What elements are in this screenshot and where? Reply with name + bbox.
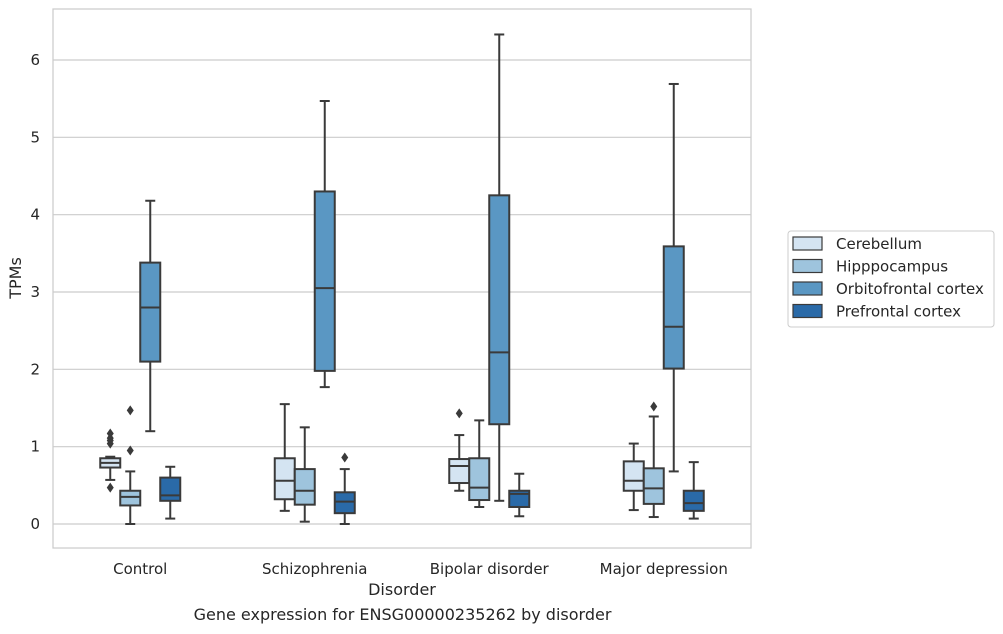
box — [273, 403, 296, 512]
legend-frame — [787, 230, 995, 328]
outlier-point — [106, 428, 114, 439]
box — [159, 465, 182, 520]
x-tick-labels: Control Schizophrenia Bipolar disorder Majo… — [113, 560, 728, 578]
box-group — [448, 33, 531, 518]
x-axis-label: Disorder — [368, 580, 436, 599]
box — [682, 461, 705, 520]
box — [99, 428, 122, 493]
x-tick-label: Schizophrenia — [262, 560, 367, 578]
box-body — [682, 489, 705, 512]
plot-frame — [52, 8, 752, 549]
legend: Cerebellum Hipppocampus Orbitofrontal cort… — [787, 230, 995, 328]
x-tick-label: Control — [113, 560, 167, 578]
box — [468, 419, 491, 508]
box-body — [448, 458, 471, 485]
box-body — [313, 190, 336, 372]
legend-label: Cerebellum — [836, 235, 922, 253]
box-body — [139, 261, 162, 363]
box-body — [119, 489, 142, 507]
box — [622, 442, 645, 512]
y-tick-label: 3 — [30, 283, 40, 301]
box-body — [159, 476, 182, 502]
box-body — [488, 194, 511, 426]
y-tick-label: 1 — [30, 438, 40, 456]
box-group — [273, 99, 356, 525]
outlier-point — [126, 405, 134, 416]
y-axis-label: TPMs — [6, 257, 25, 300]
y-tick-label: 2 — [30, 360, 40, 378]
box — [488, 33, 511, 502]
outlier-point — [126, 445, 134, 456]
box — [642, 401, 665, 519]
legend-swatch — [792, 258, 823, 274]
y-tick-label: 0 — [30, 515, 40, 533]
box-body — [642, 467, 665, 505]
outlier-point — [341, 452, 349, 463]
box-group — [99, 199, 182, 525]
box — [333, 452, 356, 525]
x-tick-label: Major depression — [600, 560, 728, 578]
box — [508, 472, 531, 518]
box-body — [662, 245, 685, 370]
legend-swatch — [792, 236, 823, 251]
outlier-point — [455, 408, 463, 419]
box-body — [293, 468, 316, 506]
y-tick-label: 4 — [30, 206, 40, 224]
box — [119, 405, 142, 525]
x-tick-label: Bipolar disorder — [430, 560, 550, 578]
legend-swatch — [792, 303, 823, 319]
box — [313, 99, 336, 389]
y-tick-label: 6 — [30, 51, 40, 69]
legend-label: Hipppocampus — [836, 258, 948, 276]
box-group — [622, 82, 705, 520]
y-tick-labels: 0 1 2 3 4 5 6 — [30, 51, 40, 533]
y-tick-label: 5 — [30, 128, 40, 146]
grid-lines — [53, 59, 751, 525]
legend-label: Prefrontal cortex — [836, 303, 961, 321]
figure-caption: Gene expression for ENSG00000235262 by d… — [193, 605, 612, 624]
outlier-point — [650, 401, 658, 412]
box — [293, 426, 316, 523]
box — [139, 199, 162, 433]
legend-label: Orbitofrontal cortex — [836, 280, 984, 298]
box-body — [622, 460, 645, 492]
box-body — [333, 491, 356, 515]
outlier-point — [106, 482, 114, 493]
legend-swatch — [792, 281, 823, 296]
box-body — [468, 457, 491, 502]
box — [662, 82, 685, 473]
box-body — [273, 457, 296, 501]
box-groups — [99, 33, 705, 525]
